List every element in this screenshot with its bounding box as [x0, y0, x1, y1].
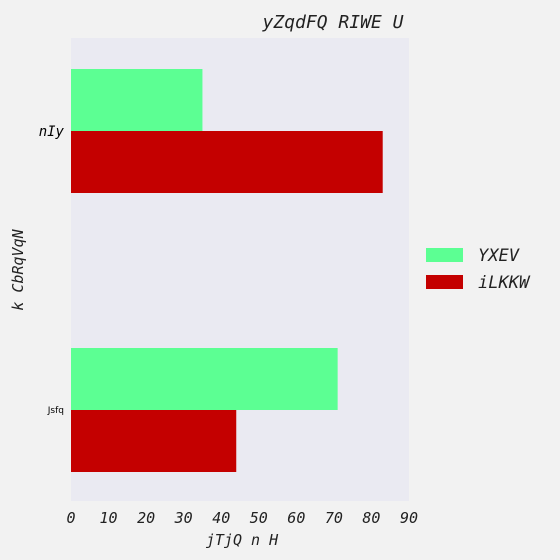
x-tick-label: 50	[250, 509, 268, 527]
bar-YXEV-Jsfq	[71, 348, 338, 410]
y-tick-labels: nIy Jsfq	[39, 124, 65, 416]
legend-label-YXEV: YXEV	[478, 246, 520, 266]
x-tick-label: 70	[325, 509, 343, 527]
x-tick-label: 80	[362, 509, 380, 527]
x-tick-label: 20	[137, 509, 155, 527]
x-tick-labels: 0 10 20 30 40 50 60 70 80 90	[66, 509, 418, 527]
x-tick-label: 10	[100, 509, 118, 527]
legend: YXEV iLKKW	[426, 246, 531, 293]
bar-iLKKW-nIy	[71, 131, 383, 193]
bar-YXEV-nIy	[71, 69, 203, 131]
x-tick-label: 30	[174, 509, 193, 527]
legend-swatch-YXEV	[426, 248, 463, 262]
x-tick-label: 40	[212, 509, 230, 527]
y-tick-label: Jsfq	[47, 406, 64, 416]
bars-group	[71, 69, 383, 472]
y-tick-label: nIy	[39, 124, 65, 140]
chart-title: yZqdFQ RIWE U	[262, 12, 404, 33]
x-tick-label: 0	[66, 509, 75, 527]
x-axis-label: jTjQ n H	[206, 531, 279, 549]
x-tick-label: 90	[400, 509, 418, 527]
x-tick-label: 60	[287, 509, 305, 527]
legend-swatch-iLKKW	[426, 275, 463, 289]
bar-iLKKW-Jsfq	[71, 410, 237, 472]
y-axis-label: k CbRqVqN	[9, 228, 27, 310]
legend-label-iLKKW: iLKKW	[478, 273, 531, 293]
